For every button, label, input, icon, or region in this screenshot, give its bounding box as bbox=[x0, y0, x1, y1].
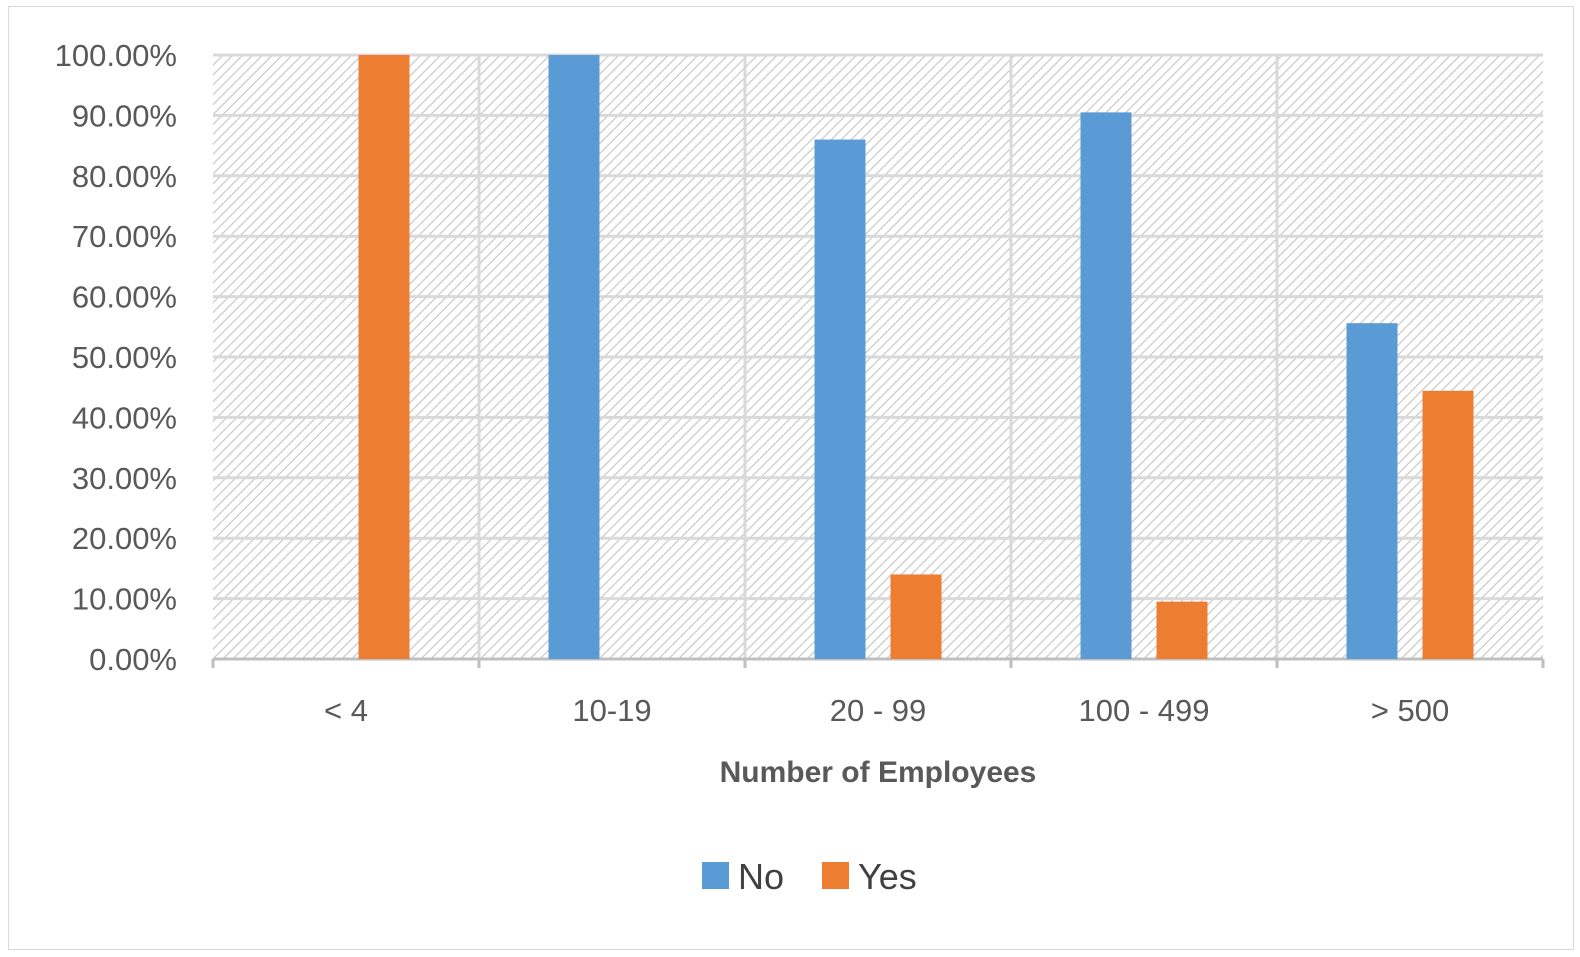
legend-swatch-no bbox=[702, 862, 729, 889]
y-tick-label: 70.00% bbox=[72, 219, 177, 254]
axes bbox=[211, 657, 1545, 668]
legend-label-no: No bbox=[738, 856, 784, 897]
y-tick-label: 80.00% bbox=[72, 159, 177, 194]
bar-yes-4 bbox=[1422, 390, 1474, 659]
x-tick-label: 100 - 499 bbox=[1079, 693, 1210, 728]
bar-no-3 bbox=[1080, 112, 1132, 659]
y-tick-label: 50.00% bbox=[72, 340, 177, 375]
x-tick-label: 20 - 99 bbox=[830, 693, 927, 728]
y-tick-label: 30.00% bbox=[72, 461, 177, 496]
bar-no-1 bbox=[548, 55, 600, 659]
bar-no-4 bbox=[1346, 323, 1398, 659]
y-tick-label: 90.00% bbox=[72, 98, 177, 133]
bar-yes-3 bbox=[1156, 601, 1208, 659]
y-tick-label: 0.00% bbox=[89, 642, 177, 677]
bars bbox=[358, 55, 1474, 659]
y-tick-label: 20.00% bbox=[72, 521, 177, 556]
legend: No Yes bbox=[702, 856, 917, 897]
bar-no-2 bbox=[814, 139, 866, 659]
x-tick-label: > 500 bbox=[1371, 693, 1449, 728]
x-tick-label: 10-19 bbox=[572, 693, 651, 728]
x-axis-title: Number of Employees bbox=[720, 756, 1037, 789]
legend-swatch-yes bbox=[822, 862, 849, 889]
y-tick-label: 60.00% bbox=[72, 280, 177, 315]
y-tick-label: 10.00% bbox=[72, 582, 177, 617]
y-tick-label: 100.00% bbox=[55, 38, 177, 73]
y-tick-labels: 0.00% 10.00% 20.00% 30.00% 40.00% 50.00% 60.00… bbox=[55, 38, 177, 677]
y-tick-label: 40.00% bbox=[72, 400, 177, 435]
bar-yes-0 bbox=[358, 55, 410, 659]
bar-yes-2 bbox=[890, 574, 942, 659]
x-tick-labels: < 4 10-19 20 - 99 100 - 499 > 500 bbox=[324, 693, 1449, 728]
legend-label-yes: Yes bbox=[858, 856, 917, 897]
x-tick-label: < 4 bbox=[324, 693, 368, 728]
gridlines bbox=[213, 53, 1543, 659]
